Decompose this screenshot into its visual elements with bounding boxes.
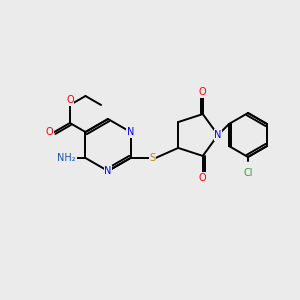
Text: O: O [199,87,207,97]
Text: N: N [127,127,134,137]
Text: N: N [104,166,112,176]
Text: Cl: Cl [243,168,253,178]
Text: O: O [199,173,207,183]
Text: S: S [149,153,156,163]
Text: O: O [46,127,53,137]
Text: NH₂: NH₂ [57,153,76,163]
Text: N: N [214,130,222,140]
Text: O: O [66,95,74,105]
